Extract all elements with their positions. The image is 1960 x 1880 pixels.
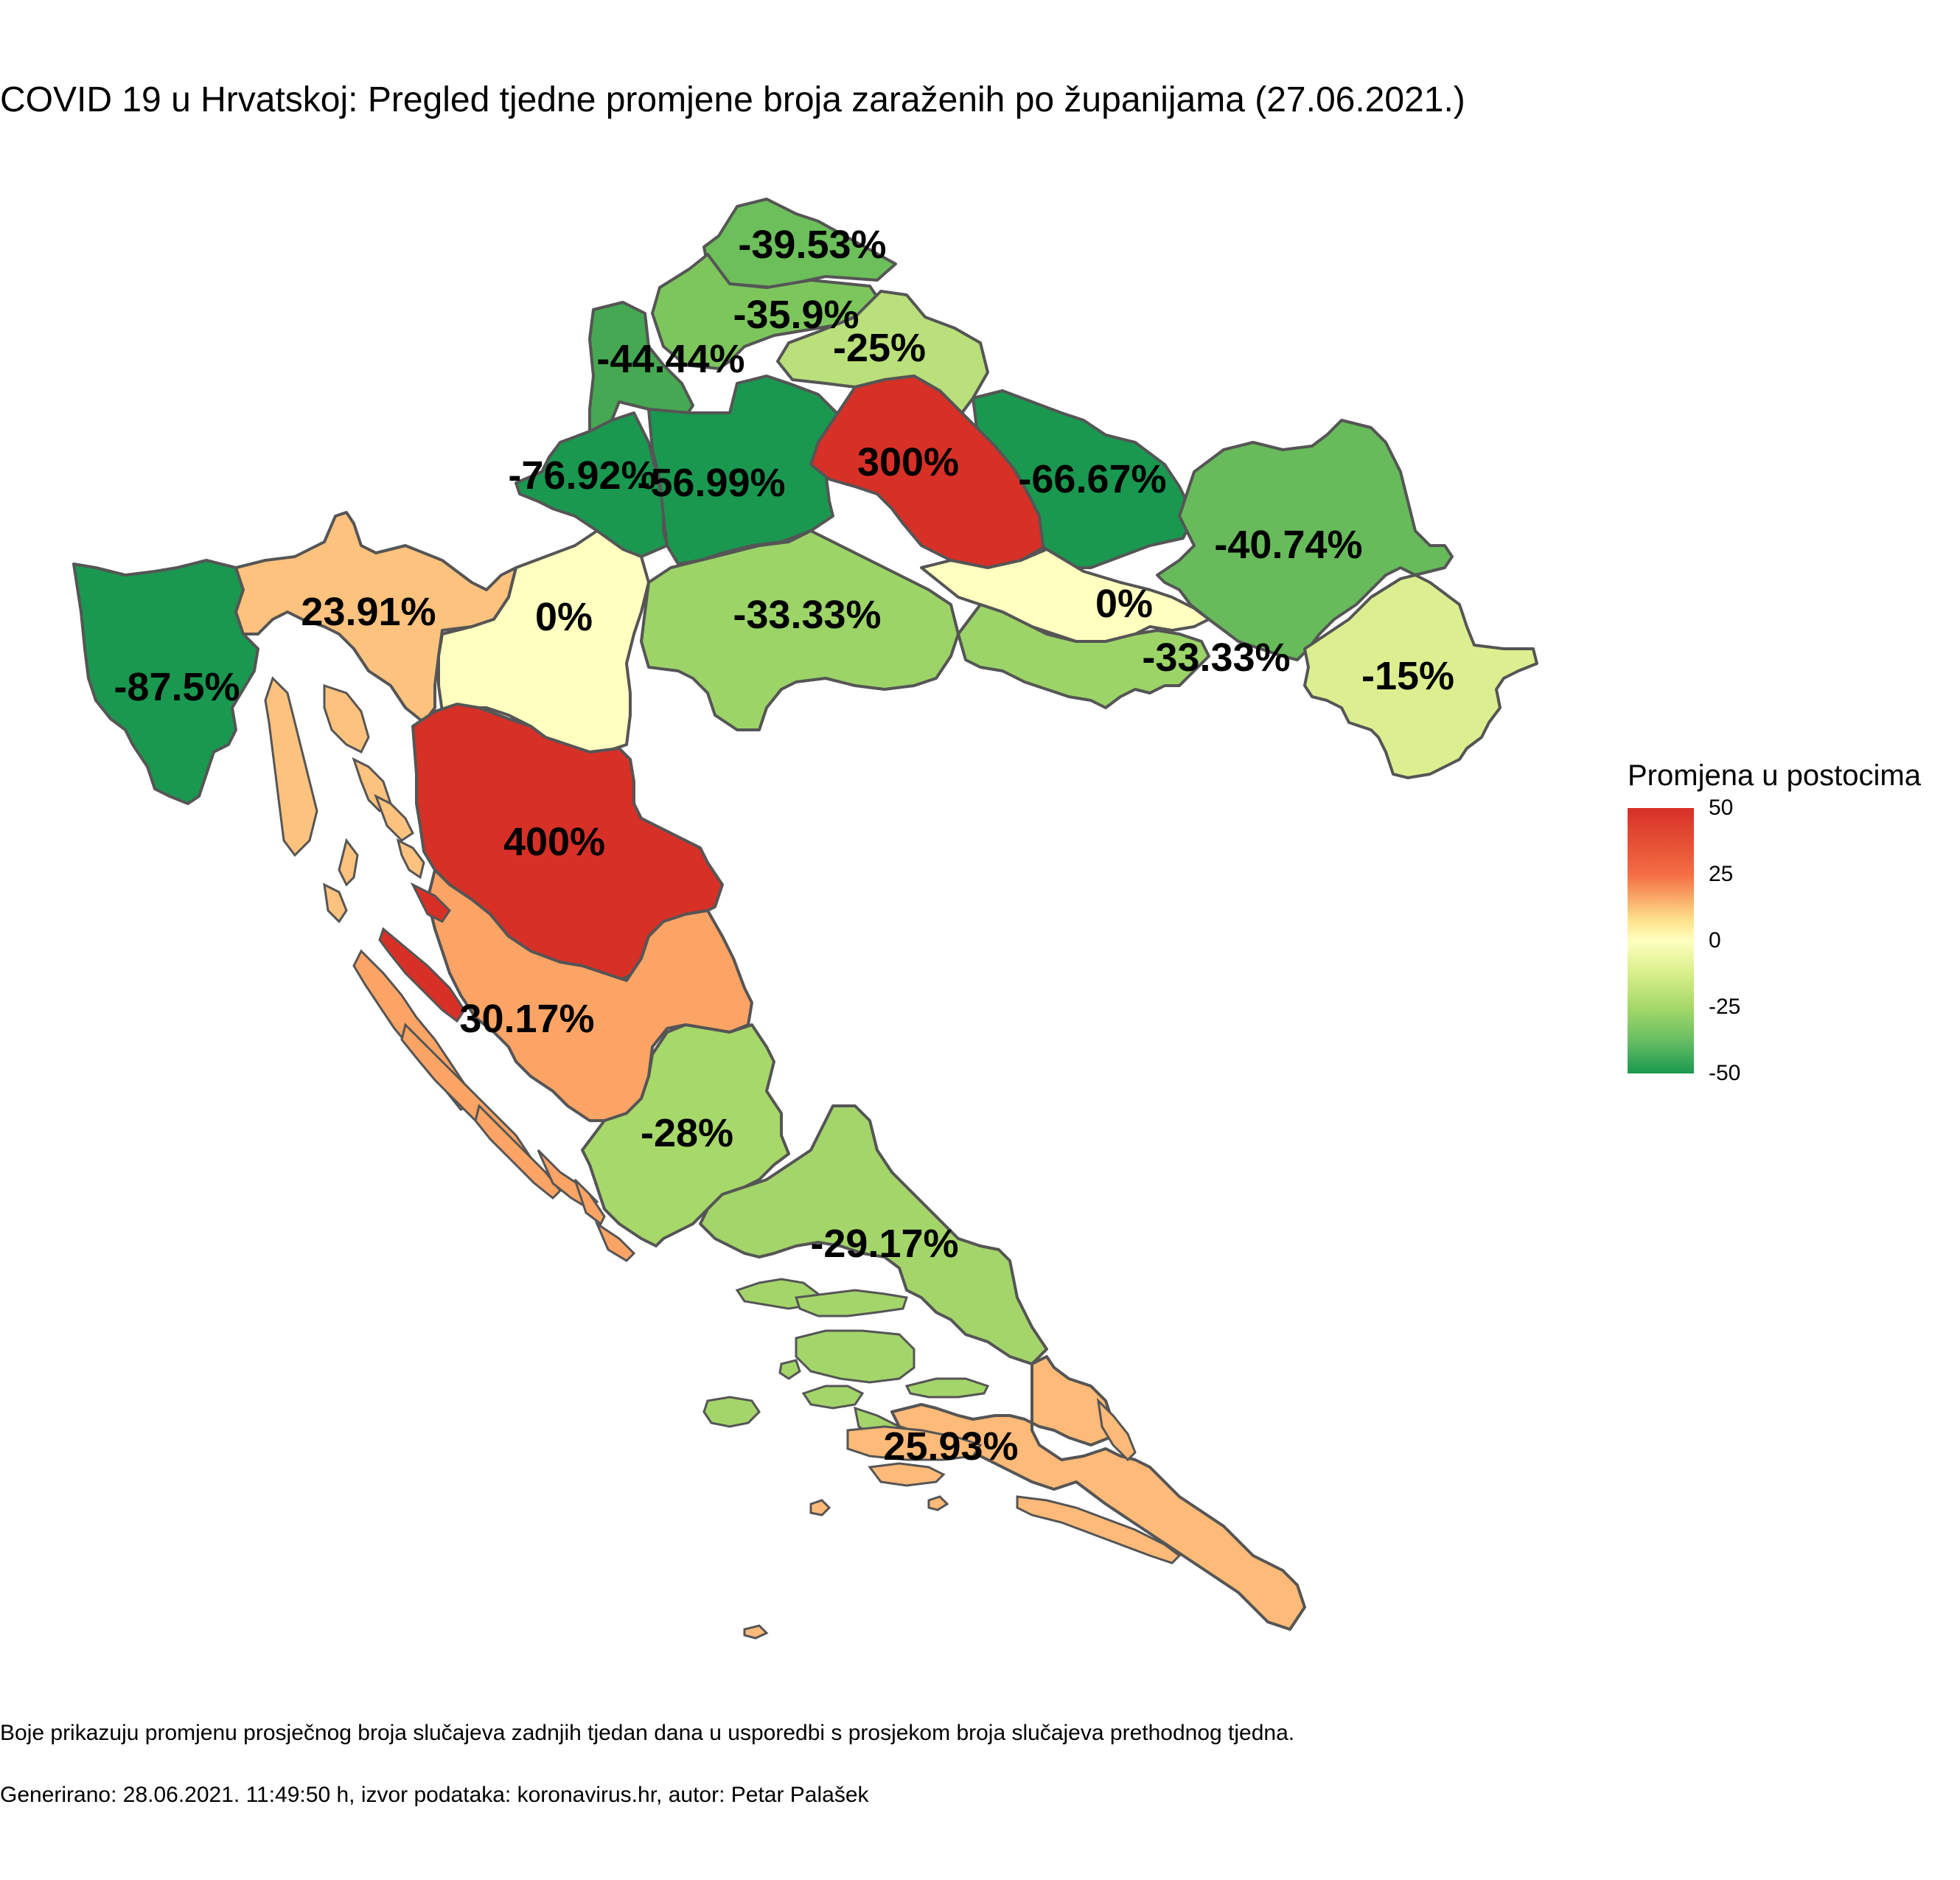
region-value-label: 30.17% [459,997,594,1041]
island-shape [410,882,451,923]
island-shape [323,683,370,754]
region-value-label: -76.92% [508,453,656,498]
legend-tick-label: -25 [1709,995,1741,1019]
region-value-label: 25.93% [883,1424,1018,1469]
caption-note: Boje prikazuju promjenu prosječnog broja… [0,1721,1295,1745]
island-shape [801,1385,865,1410]
legend-tick-label: -50 [1709,1061,1741,1085]
island-shape [702,1396,761,1428]
region-value-label: 0% [1095,582,1153,626]
island-shape [868,1462,946,1487]
region-value-label: -29.17% [810,1222,958,1266]
county-region [72,559,259,805]
caption-source: Generirano: 28.06.2021. 11:49:50 h, izvo… [0,1783,869,1807]
legend-tick-label: 0 [1709,928,1721,953]
island-shape [474,1104,562,1200]
region-value-label: -66.67% [1018,457,1166,501]
legend-color-bar [1628,808,1694,1073]
island-shape [1016,1495,1182,1564]
region-value-label: -35.9% [733,293,859,337]
island-shape [264,676,318,857]
county-region [1303,574,1538,779]
county-region [699,1104,1048,1365]
region-value-label: -44.44% [596,337,744,381]
region-value-label: -28% [641,1111,733,1155]
region-value-label: -87.5% [114,665,240,709]
island-shape [778,1359,801,1380]
island-shape [809,1499,831,1517]
map-title: COVID 19 u Hrvatskoj: Pregled tjedne pro… [0,80,1465,119]
county-regions [72,198,1538,1631]
legend-title: Promjena u postocima [1628,759,1921,792]
county-region [1156,419,1454,661]
county-region [651,253,882,370]
island-shape [573,1178,606,1226]
legend-tick-mark [1694,874,1703,875]
county-region [972,389,1196,569]
islands [264,676,1182,1640]
legend-tick-mark [1694,807,1703,809]
county-region [647,375,842,565]
region-value-label: 300% [857,440,959,484]
legend-tick-label: 25 [1709,862,1734,886]
region-value-label: 23.91% [301,590,436,634]
region-value-label: -25% [833,326,926,370]
island-shape [795,1329,916,1384]
island-shape [594,1220,636,1262]
county-region [234,511,517,724]
county-region [581,1023,790,1247]
island-shape [904,1377,990,1399]
legend-tick-mark [1694,940,1703,941]
region-value-label: 400% [503,820,605,864]
island-shape [396,838,425,880]
region-labels: -39.53% -35.9%-25% -44.44% -76.92%-56.99% 30… [114,223,1454,1469]
island-shape [378,927,466,1023]
island-shape [323,882,348,924]
legend-tick-mark [1694,1006,1703,1008]
county-region [957,603,1210,709]
region-value-label: -40.74% [1214,523,1362,567]
island-shape [794,1289,908,1317]
island-shape [374,793,414,842]
legend-tick-label: 50 [1709,795,1734,820]
island-shape [743,1624,769,1640]
region-value-label: -56.99% [637,461,785,505]
region-value-label: -15% [1361,654,1454,698]
region-value-label: -39.53% [738,223,886,267]
county-region [702,198,897,289]
island-shape [927,1495,949,1511]
legend-tick-mark [1694,1073,1703,1074]
county-region [890,1355,1306,1631]
county-region [640,529,960,731]
region-value-label: -33.33% [1142,636,1290,680]
island-shape [338,838,359,887]
region-value-label: 0% [535,595,593,639]
island-shape [1096,1397,1137,1462]
region-value-label: -33.33% [733,593,881,637]
island-shape [846,1425,983,1461]
